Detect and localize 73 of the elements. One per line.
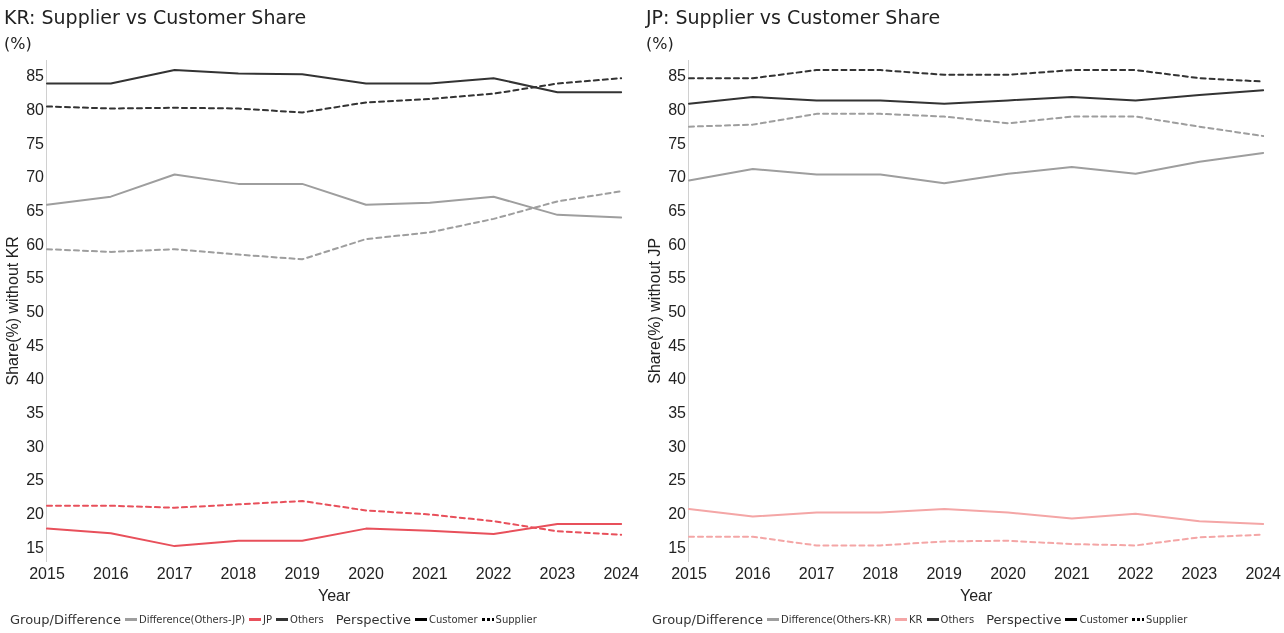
text: Perspective xyxy=(335,612,411,627)
x-tick-label: 2018 xyxy=(220,564,257,582)
y-tick-label: 65 xyxy=(26,201,45,219)
y-tick-label: 20 xyxy=(26,504,45,522)
x-tick-label: 2022 xyxy=(475,564,512,582)
y-tick-label: 30 xyxy=(26,437,45,455)
y-tick-label: 40 xyxy=(668,370,687,388)
y-tick-label: 45 xyxy=(26,336,45,354)
y-tick-label: 80 xyxy=(26,100,45,118)
y-tick-label: 35 xyxy=(26,403,45,421)
y-tick-label: 50 xyxy=(668,302,687,320)
y-tick-label: 60 xyxy=(668,235,687,253)
chart-subtitle: (%) xyxy=(646,33,674,53)
legend-title: Group/Difference xyxy=(10,612,121,627)
chart-title: JP: Supplier vs Customer Share xyxy=(645,6,941,29)
legend-label: Others xyxy=(939,614,975,625)
text: Supplier xyxy=(494,614,537,625)
legend-label: JP xyxy=(261,614,273,625)
y-tick-label: 75 xyxy=(668,134,687,152)
text: Supplier xyxy=(1145,614,1188,625)
y-tick-label: 45 xyxy=(668,336,687,354)
text: Customer xyxy=(428,614,478,625)
line-series xyxy=(688,112,1265,138)
x-tick-label: 2020 xyxy=(990,564,1026,582)
y-tick-label: 50 xyxy=(26,302,45,320)
x-tick-label: 2021 xyxy=(1054,564,1090,582)
x-tick-label: 2017 xyxy=(798,564,835,582)
y-tick-label: 15 xyxy=(26,538,45,556)
x-tick-label: 2016 xyxy=(93,564,129,582)
y-axis-title: Share(%) without JP xyxy=(646,237,664,384)
x-tick-label: 2022 xyxy=(1117,564,1154,582)
y-tick-label: 60 xyxy=(26,235,45,253)
x-tick-label: 2023 xyxy=(539,564,576,582)
y-tick-label: 35 xyxy=(668,403,687,421)
chart-subtitle: (%) xyxy=(4,33,32,53)
y-tick-label: 55 xyxy=(668,269,687,287)
x-tick-label: 2015 xyxy=(671,564,707,582)
y-tick-label: 30 xyxy=(668,437,687,455)
legend-label: Others xyxy=(289,614,324,625)
x-tick-label: 2018 xyxy=(862,564,899,582)
chart-title: KR: Supplier vs Customer Share xyxy=(4,6,307,29)
x-axis-title: Year xyxy=(317,586,351,604)
y-tick-label: 65 xyxy=(668,201,687,219)
y-tick-label: 15 xyxy=(668,538,687,556)
text: Customer xyxy=(1078,614,1129,625)
y-tick-label: 40 xyxy=(26,370,45,388)
x-axis-title: Year xyxy=(959,586,993,604)
y-axis-title: Share(%) without KR xyxy=(4,236,22,386)
x-tick-label: 2016 xyxy=(735,564,771,582)
x-tick-label: 2021 xyxy=(412,564,448,582)
y-tick-label: 70 xyxy=(668,168,687,186)
text: Perspective xyxy=(986,612,1062,627)
y-tick-label: 75 xyxy=(26,134,45,152)
x-tick-label: 2019 xyxy=(926,564,963,582)
x-tick-label: 2020 xyxy=(348,564,384,582)
legend-label: KR xyxy=(908,614,923,625)
legend-label: Difference(Others-JP) xyxy=(138,614,246,625)
x-tick-label: 2017 xyxy=(156,564,193,582)
y-tick-label: 25 xyxy=(668,471,687,489)
y-tick-label: 85 xyxy=(668,67,687,85)
y-tick-label: 55 xyxy=(26,269,45,287)
y-tick-label: 85 xyxy=(26,67,45,85)
x-tick-label: 2023 xyxy=(1181,564,1218,582)
legend-label: Difference(Others-KR) xyxy=(780,614,892,625)
x-tick-label: 2024 xyxy=(1245,564,1282,582)
x-tick-label: 2019 xyxy=(284,564,321,582)
x-tick-label: 2024 xyxy=(603,564,640,582)
x-tick-label: 2015 xyxy=(29,564,65,582)
y-tick-label: 25 xyxy=(26,471,45,489)
y-tick-label: 20 xyxy=(668,504,687,522)
y-tick-label: 70 xyxy=(26,168,45,186)
y-tick-label: 80 xyxy=(668,100,687,118)
legend-title: Group/Difference xyxy=(652,612,763,627)
